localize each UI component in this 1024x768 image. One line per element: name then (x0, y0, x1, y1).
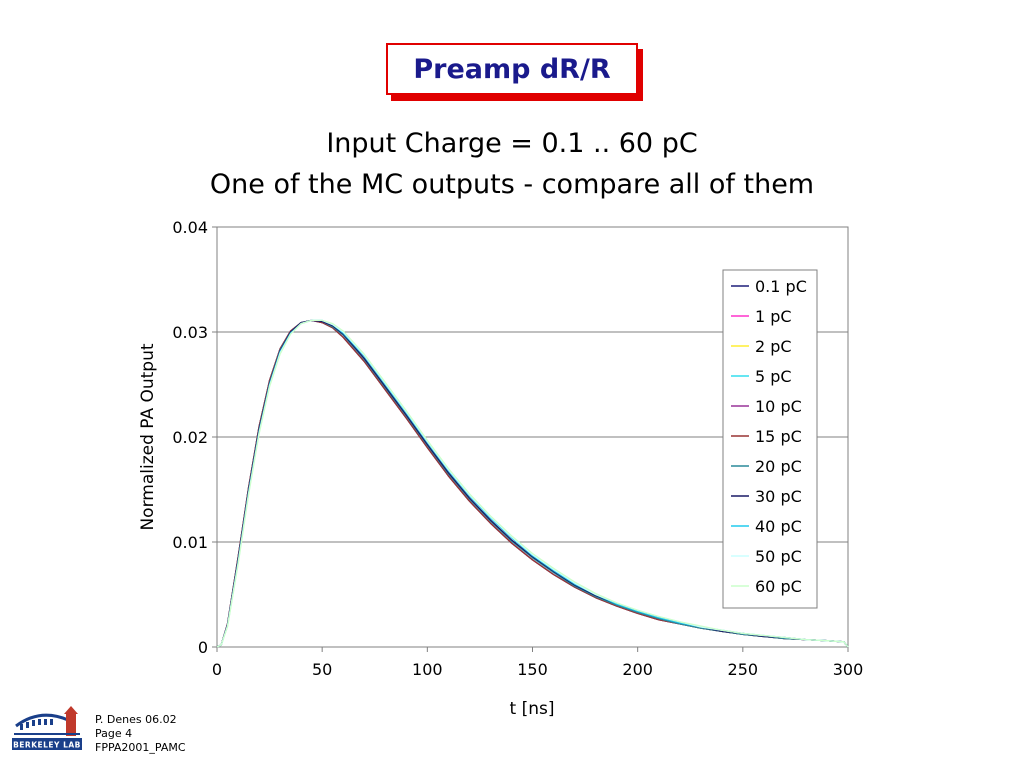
footer-author: P. Denes 06.02 (95, 713, 177, 726)
x-tick-label: 150 (517, 660, 548, 679)
legend: 0.1 pC 1 pC 2 pC 5 pC 10 pC 15 pC 20 pC 30 pC 40… (722, 269, 818, 609)
legend-label: 5 pC (755, 367, 792, 386)
legend-label: 0.1 pC (755, 277, 807, 296)
legend-label: 30 pC (755, 487, 802, 506)
y-tick-label: 0.02 (172, 428, 208, 447)
x-tick-label: 300 (833, 660, 864, 679)
legend-label: 40 pC (755, 517, 802, 536)
x-tick-label: 200 (622, 660, 653, 679)
x-tick-label: 250 (728, 660, 759, 679)
x-tick-label: 50 (312, 660, 332, 679)
chart-title: Input Charge = 0.1 .. 60 pC (326, 128, 698, 159)
legend-label: 2 pC (755, 337, 792, 356)
legend-label: 15 pC (755, 427, 802, 446)
legend-label: 10 pC (755, 397, 802, 416)
legend-label: 50 pC (755, 547, 802, 566)
legend-label: 60 pC (755, 577, 802, 596)
y-tick-label: 0.04 (172, 218, 208, 237)
y-tick-label: 0.01 (172, 533, 208, 552)
legend-label: 1 pC (755, 307, 792, 326)
legend-box (722, 269, 818, 609)
y-tick-label: 0.03 (172, 323, 208, 342)
x-tick-label: 100 (412, 660, 443, 679)
x-tick-label: 0 (212, 660, 222, 679)
y-axis-label: Normalized PA Output (138, 343, 158, 530)
slide-title-frame: Preamp dR/R (386, 43, 643, 101)
y-tick-label: 0 (198, 638, 208, 657)
x-axis-label: t [ns] (510, 699, 555, 719)
legend-label: 20 pC (755, 457, 802, 476)
slide-title: Preamp dR/R (386, 43, 638, 95)
axes: 0 0.01 0.02 0.03 0.04 0 50 100 150 200 250 300 (172, 218, 863, 679)
footer-doc: FPPA2001_PAMC (95, 741, 186, 754)
logo-text: BERKELEY LAB (13, 741, 81, 750)
series-line (216, 319, 849, 648)
chart-subtitle: One of the MC outputs - compare all of t… (209, 169, 815, 200)
series-layer (216, 319, 849, 648)
berkeley-lab-logo: BERKELEY LAB (10, 704, 84, 758)
footer-page: Page 4 (95, 727, 133, 740)
